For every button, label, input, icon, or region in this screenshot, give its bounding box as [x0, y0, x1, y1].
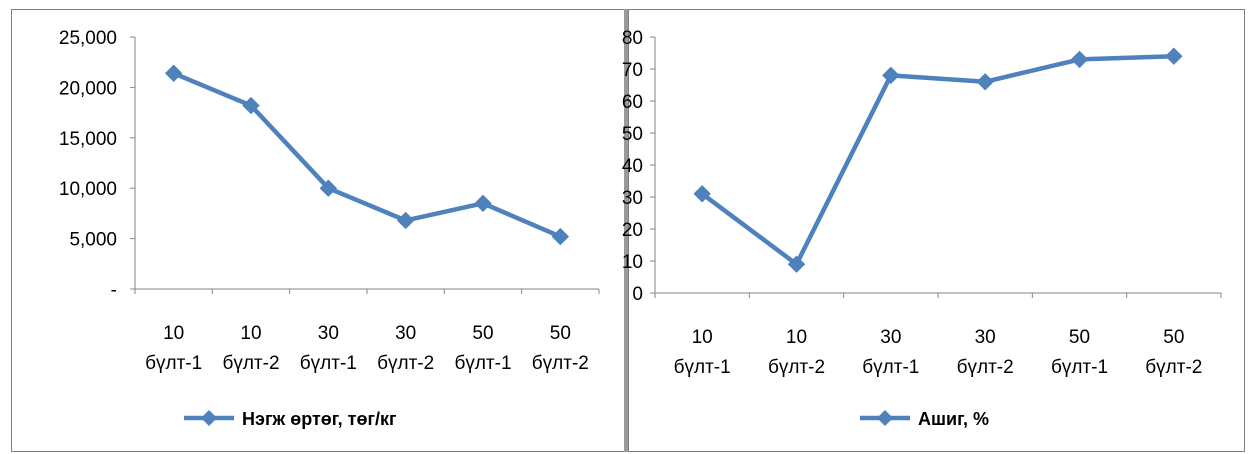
data-point-marker [242, 96, 260, 115]
y-tick-label: 30 [622, 188, 643, 209]
legend: Ашиг, % [860, 409, 989, 429]
y-tick-label: 40 [622, 156, 643, 177]
x-tick-label: 50 [1069, 327, 1090, 348]
legend-label: Ашиг, % [918, 409, 989, 429]
y-tick-label: 5,000 [69, 230, 117, 251]
data-point-marker [551, 227, 570, 246]
chart-panel-right: 0 10 20 30 40 50 60 70 80 10 бүлт-1 10 бүлт-2 30 бүлт-… [622, 9, 1245, 452]
data-point-marker [787, 255, 806, 273]
y-tick-label: 10 [622, 252, 643, 273]
chart-panel-left: - 5,000 10,000 15,000 20,000 25,000 10 бүлт-1 10… [11, 9, 625, 452]
x-tick-label: 30 [395, 323, 416, 344]
y-tick-label: 10,000 [59, 179, 117, 200]
y-tick-label: 25,000 [59, 28, 117, 49]
series-line [171, 71, 563, 239]
x-tick-label: бүлт-2 [957, 357, 1014, 378]
data-point-marker [693, 185, 711, 203]
x-tick-label: бүлт-1 [862, 357, 919, 378]
panel-divider [624, 9, 628, 452]
x-tick-label: бүлт-2 [768, 357, 825, 378]
data-point-marker [164, 64, 183, 82]
x-tick-label: 30 [318, 323, 339, 344]
data-point-marker [474, 194, 492, 213]
x-tick-label: 10 [692, 327, 713, 348]
y-tick-label: - [111, 280, 117, 301]
data-point-marker [319, 179, 338, 197]
x-tick-label: 30 [880, 327, 901, 348]
series-line [699, 53, 1177, 267]
x-tick-label: 50 [1163, 327, 1184, 348]
x-tick-label: бүлт-2 [377, 353, 434, 374]
x-tick-label: бүлт-2 [222, 353, 279, 374]
profit-chart: 0 10 20 30 40 50 60 70 80 10 бүлт-1 10 бүлт-2 30 бүлт-… [622, 28, 1222, 429]
x-tick-label: 30 [975, 327, 996, 348]
data-point-marker [976, 73, 994, 91]
legend-marker [201, 410, 217, 426]
unit-cost-chart: - 5,000 10,000 15,000 20,000 25,000 10 бүлт-1 10… [59, 28, 600, 429]
x-tick-label: бүлт-1 [300, 353, 357, 374]
y-tick-label: 20 [622, 220, 643, 241]
x-tick-label: 50 [472, 323, 493, 344]
y-tick-label: 15,000 [59, 129, 117, 150]
data-point-marker [1165, 47, 1183, 65]
y-tick-label: 70 [622, 60, 643, 81]
x-tick-label: 10 [240, 323, 261, 344]
y-tick-label: 20,000 [59, 78, 117, 99]
x-tick-label: бүлт-1 [1051, 357, 1108, 378]
legend-marker [877, 410, 893, 426]
x-tick-label: бүлт-2 [1145, 357, 1202, 378]
x-tick-label: бүлт-2 [532, 353, 589, 374]
y-tick-label: 60 [622, 92, 643, 113]
y-tick-label: 0 [632, 284, 643, 305]
x-tick-label: бүлт-1 [674, 357, 731, 378]
x-tick-label: бүлт-1 [145, 353, 202, 374]
x-tick-label: 10 [163, 323, 184, 344]
y-tick-label: 80 [622, 28, 643, 49]
legend-label: Нэгж өртөг, төг/кг [242, 409, 397, 429]
legend: Нэгж өртөг, төг/кг [184, 409, 397, 429]
x-tick-label: бүлт-1 [454, 353, 511, 374]
x-tick-label: 50 [550, 323, 571, 344]
y-tick-label: 50 [622, 124, 643, 145]
data-point-marker [882, 66, 900, 85]
x-tick-label: 10 [786, 327, 807, 348]
data-point-marker [1070, 50, 1089, 69]
data-point-marker [396, 211, 415, 230]
